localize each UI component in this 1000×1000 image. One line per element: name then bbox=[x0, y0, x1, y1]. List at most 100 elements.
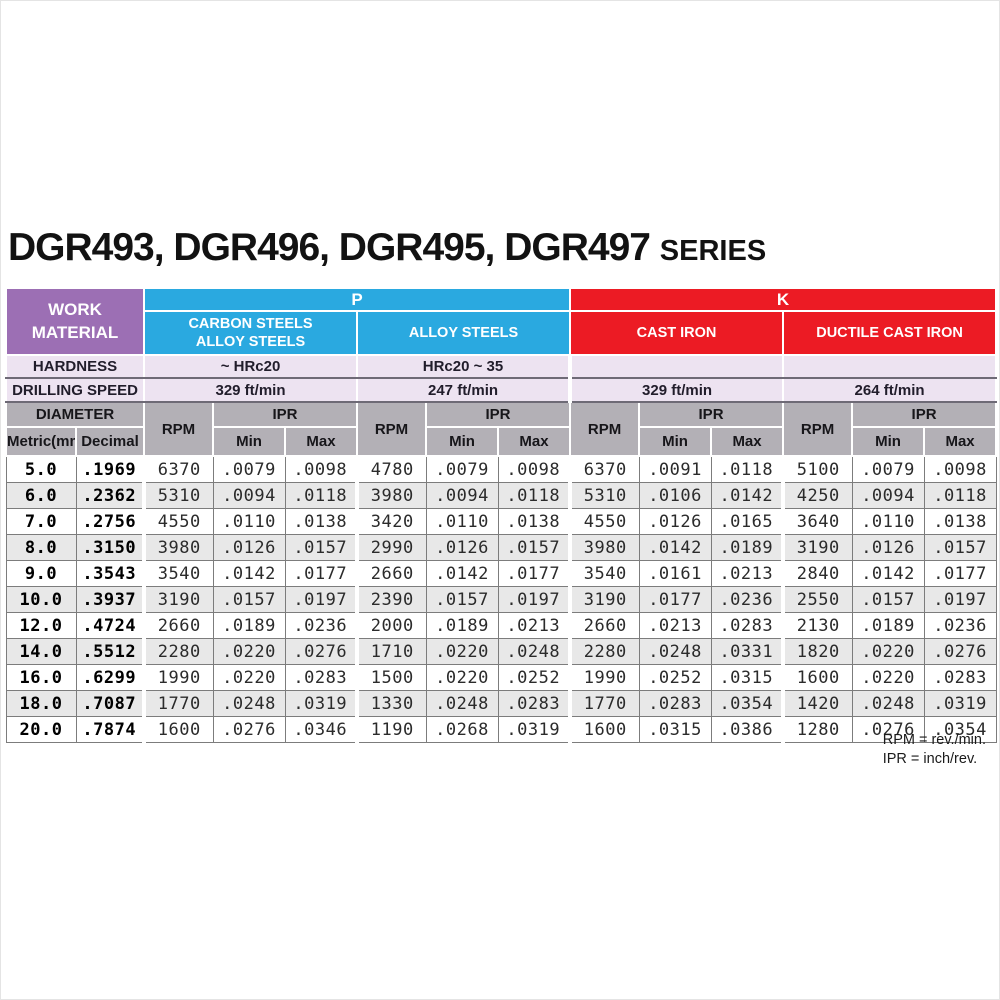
metric-cell: 10.0 bbox=[5, 586, 77, 613]
data-cell: .0213 bbox=[497, 612, 571, 639]
data-cell: .0197 bbox=[923, 586, 997, 613]
metric-header: Metric(mm) bbox=[5, 426, 77, 457]
data-cell: 3640 bbox=[781, 508, 853, 535]
data-cell: .0197 bbox=[284, 586, 358, 613]
data-cell: 3540 bbox=[568, 560, 640, 587]
data-cell: .0220 bbox=[851, 638, 925, 665]
table-row: 12.0 .4724 2660 .0189 .0236 2000 .0189 .… bbox=[5, 612, 997, 639]
data-cell: .0236 bbox=[284, 612, 358, 639]
data-cell: .0276 bbox=[212, 716, 286, 743]
data-cell: .0157 bbox=[497, 534, 571, 561]
data-cell: .0315 bbox=[638, 716, 712, 743]
data-cell: .0142 bbox=[710, 482, 784, 509]
metric-cell: 7.0 bbox=[5, 508, 77, 535]
metric-cell: 14.0 bbox=[5, 638, 77, 665]
data-cell: 5100 bbox=[781, 455, 853, 483]
data-cell: .0248 bbox=[212, 690, 286, 717]
min-header: Min bbox=[212, 426, 286, 457]
material-name-row: CARBON STEELS ALLOY STEELS ALLOY STEELS … bbox=[6, 310, 998, 356]
data-cell: .0094 bbox=[425, 482, 499, 509]
drilling-spec-table: WORK MATERIAL P K CARBON STEELS ALLOY ST… bbox=[5, 287, 998, 743]
data-cell: .0354 bbox=[923, 716, 997, 743]
data-cell: 2280 bbox=[568, 638, 640, 665]
data-cell: .0138 bbox=[497, 508, 571, 535]
data-cell: 1330 bbox=[355, 690, 427, 717]
data-cell: .0126 bbox=[638, 508, 712, 535]
data-cell: .0213 bbox=[710, 560, 784, 587]
decimal-cell: .2362 bbox=[75, 482, 145, 509]
material-alloy-steels: ALLOY STEELS bbox=[355, 310, 572, 356]
decimal-cell: .4724 bbox=[75, 612, 145, 639]
max-header: Max bbox=[284, 426, 358, 457]
speed-cast-iron: 329 ft/min bbox=[568, 377, 785, 403]
footnote: RPM = rev./min. IPR = inch/rev. bbox=[883, 731, 986, 769]
metric-cell: 20.0 bbox=[5, 716, 77, 743]
data-cell: 4550 bbox=[142, 508, 214, 535]
table-row: 9.0 .3543 3540 .0142 .0177 2660 .0142 .0… bbox=[5, 560, 997, 587]
data-cell: 2550 bbox=[781, 586, 853, 613]
data-cell: .0189 bbox=[851, 612, 925, 639]
data-cell: .0110 bbox=[425, 508, 499, 535]
data-cell: .0283 bbox=[638, 690, 712, 717]
data-cell: .0236 bbox=[710, 586, 784, 613]
table-row: 14.0 .5512 2280 .0220 .0276 1710 .0220 .… bbox=[5, 638, 997, 665]
data-cell: .0177 bbox=[284, 560, 358, 587]
data-cell: 3190 bbox=[781, 534, 853, 561]
speed-ductile: 264 ft/min bbox=[782, 377, 998, 403]
data-cell: .0094 bbox=[212, 482, 286, 509]
iso-group-row: WORK MATERIAL P K bbox=[5, 287, 998, 356]
data-cell: .0098 bbox=[923, 455, 997, 483]
data-cell: 1420 bbox=[781, 690, 853, 717]
data-cell: .0118 bbox=[284, 482, 358, 509]
hardness-carbon: ~ HRc20 bbox=[143, 354, 358, 379]
data-cell: 3190 bbox=[142, 586, 214, 613]
data-cell: 1990 bbox=[142, 664, 214, 691]
data-cell: .0189 bbox=[710, 534, 784, 561]
data-cell: 2000 bbox=[355, 612, 427, 639]
data-cell: .0354 bbox=[710, 690, 784, 717]
data-cell: .0157 bbox=[425, 586, 499, 613]
decimal-cell: .6299 bbox=[75, 664, 145, 691]
data-cell: .0091 bbox=[638, 455, 712, 483]
table-row: 16.0 .6299 1990 .0220 .0283 1500 .0220 .… bbox=[5, 664, 997, 691]
data-cell: 4550 bbox=[568, 508, 640, 535]
data-cell: 2840 bbox=[781, 560, 853, 587]
data-cell: 3540 bbox=[142, 560, 214, 587]
hardness-ductile bbox=[782, 354, 998, 379]
data-cell: .0165 bbox=[710, 508, 784, 535]
data-cell: .0177 bbox=[497, 560, 571, 587]
diameter-header-row: DIAMETER RPM IPR RPM IPR RPM IPR RPM IPR bbox=[5, 401, 998, 457]
data-cell: 1990 bbox=[568, 664, 640, 691]
speed-carbon: 329 ft/min bbox=[143, 377, 358, 403]
speed-alloy: 247 ft/min bbox=[355, 377, 572, 403]
data-cell: .0248 bbox=[497, 638, 571, 665]
data-cell: 1280 bbox=[781, 716, 853, 743]
data-cell: .0110 bbox=[851, 508, 925, 535]
diameter-label: DIAMETER bbox=[5, 401, 145, 428]
table-row: 10.0 .3937 3190 .0157 .0197 2390 .0157 .… bbox=[5, 586, 997, 613]
data-cell: .0177 bbox=[638, 586, 712, 613]
page-title: DGR493, DGR496, DGR495, DGR497 SERIES bbox=[8, 227, 767, 269]
data-cell: 4250 bbox=[781, 482, 853, 509]
decimal-cell: .1969 bbox=[75, 455, 145, 483]
decimal-cell: .7087 bbox=[75, 690, 145, 717]
table-row: 6.0 .2362 5310 .0094 .0118 3980 .0094 .0… bbox=[5, 482, 997, 509]
data-cell: .0110 bbox=[212, 508, 286, 535]
data-cell: .0157 bbox=[923, 534, 997, 561]
table-row: 20.0 .7874 1600 .0276 .0346 1190 .0268 .… bbox=[5, 716, 997, 743]
min-header: Min bbox=[638, 426, 713, 457]
data-cell: 2390 bbox=[355, 586, 427, 613]
title-suffix: SERIES bbox=[659, 235, 767, 267]
footnote-rpm: RPM = rev./min. bbox=[882, 732, 986, 748]
data-cell: .0220 bbox=[851, 664, 925, 691]
data-cell: .0142 bbox=[212, 560, 286, 587]
data-cell: 3190 bbox=[568, 586, 640, 613]
material-carbon-steels: CARBON STEELS ALLOY STEELS bbox=[143, 310, 358, 356]
max-header: Max bbox=[710, 426, 785, 457]
drilling-speed-row: DRILLING SPEED 329 ft/min 247 ft/min 329… bbox=[5, 377, 998, 403]
data-cell: 1600 bbox=[781, 664, 853, 691]
data-cell: .0094 bbox=[851, 482, 925, 509]
data-cell: .0157 bbox=[212, 586, 286, 613]
data-cell: .0157 bbox=[284, 534, 358, 561]
decimal-header: Decimal bbox=[75, 426, 145, 457]
